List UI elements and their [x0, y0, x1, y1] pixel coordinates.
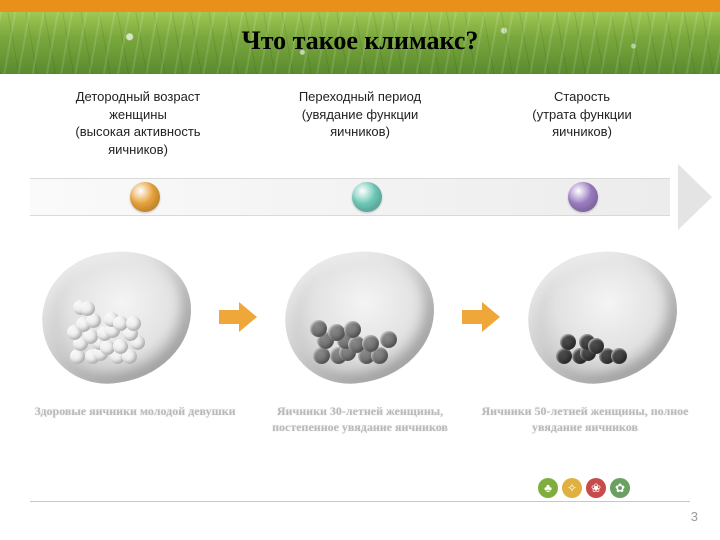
footer-icon: ❀: [586, 478, 606, 498]
stage-label-3: Старость (утрата функции яичников): [482, 88, 682, 158]
mini-arrow-icon: [462, 304, 502, 330]
footer-icon: ♣: [538, 478, 558, 498]
footer-divider: [30, 501, 690, 502]
stage-label-1: Детородный возраст женщины (высокая акти…: [38, 88, 238, 158]
stage-dot-2: [352, 182, 382, 212]
egg-cluster-2: [307, 286, 403, 364]
footer-icon: ✧: [562, 478, 582, 498]
stage-labels-row: Детородный возраст женщины (высокая акти…: [0, 74, 720, 158]
stage-dot-1: [130, 182, 160, 212]
footer-icon: ✿: [610, 478, 630, 498]
page-number: 3: [691, 509, 698, 524]
ovary-illustration-3: [528, 252, 678, 382]
illustration-row: [0, 228, 720, 382]
caption-1: Здоровые яичники молодой девушки: [30, 404, 240, 435]
stage-2-line1: Переходный период: [260, 88, 460, 106]
arrow-head-icon: [678, 164, 712, 230]
stage-label-2: Переходный период (увядание функции яичн…: [260, 88, 460, 158]
stage-3-line3: яичников): [482, 123, 682, 141]
stage-1-line3: (высокая активность: [38, 123, 238, 141]
egg-cluster-3: [550, 286, 646, 364]
stage-3-line2: (утрата функции: [482, 106, 682, 124]
page-title: Что такое климакс?: [0, 26, 720, 56]
ovary-illustration-1: [42, 252, 192, 382]
stage-dot-3: [568, 182, 598, 212]
stage-2-line3: яичников): [260, 123, 460, 141]
timeline-arrow: [30, 168, 690, 228]
top-accent-bar: [0, 0, 720, 12]
stage-1-line2: женщины: [38, 106, 238, 124]
mini-arrow-icon: [219, 304, 259, 330]
egg-cluster-1: [64, 286, 160, 364]
stage-2-line2: (увядание функции: [260, 106, 460, 124]
ovary-illustration-2: [285, 252, 435, 382]
caption-row: Здоровые яичники молодой девушки Яичники…: [0, 382, 720, 435]
footer-icons: ♣✧❀✿: [538, 478, 630, 498]
stage-1-line1: Детородный возраст: [38, 88, 238, 106]
caption-3: Яичники 50-летней женщины, полное увядан…: [480, 404, 690, 435]
stage-1-line4: яичников): [38, 141, 238, 159]
stage-3-line1: Старость: [482, 88, 682, 106]
caption-2: Яичники 30-летней женщины, постепенное у…: [255, 404, 465, 435]
